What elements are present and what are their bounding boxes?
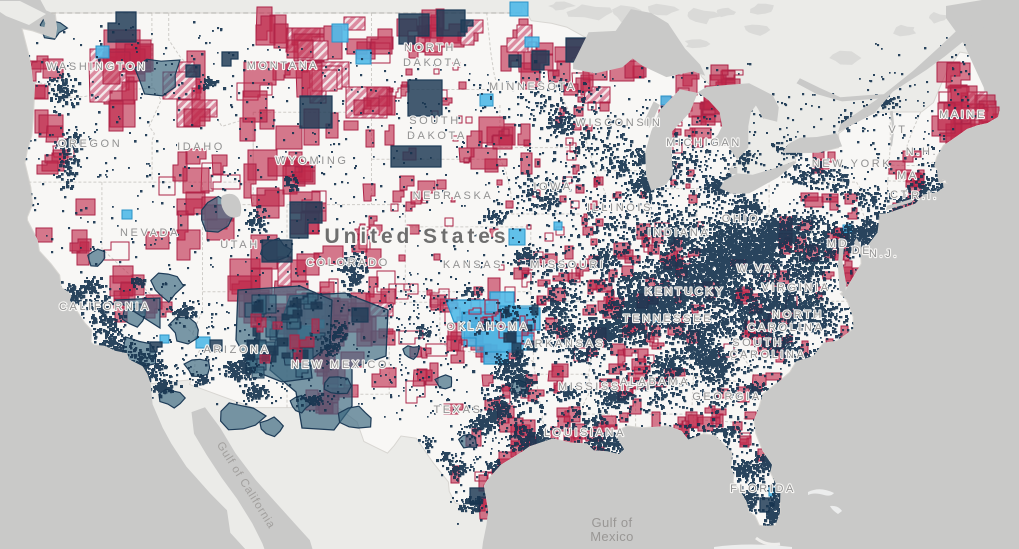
svg-text:UTAH: UTAH <box>220 239 260 251</box>
svg-text:WISCONSIN: WISCONSIN <box>576 117 663 129</box>
svg-text:COLORADO: COLORADO <box>306 257 390 269</box>
svg-text:SOUTH: SOUTH <box>732 337 784 349</box>
svg-text:MONTANA: MONTANA <box>247 60 319 72</box>
svg-text:NEVADA: NEVADA <box>120 227 180 239</box>
svg-text:ILLINOIS: ILLINOIS <box>587 202 653 214</box>
svg-text:W.VA.: W.VA. <box>737 263 780 275</box>
svg-text:NEW YORK: NEW YORK <box>812 158 893 170</box>
svg-text:CAROLINA: CAROLINA <box>729 349 806 361</box>
svg-text:DAKOTA: DAKOTA <box>407 130 467 142</box>
svg-text:CT: CT <box>890 189 910 201</box>
svg-text:CALIFORNIA: CALIFORNIA <box>59 301 151 313</box>
svg-text:ARKANSAS: ARKANSAS <box>525 338 606 350</box>
svg-text:MD: MD <box>827 238 849 250</box>
svg-text:SOUTH: SOUTH <box>409 115 461 127</box>
svg-text:ALABAMA: ALABAMA <box>620 376 690 388</box>
svg-text:OKLAHOMA: OKLAHOMA <box>446 321 529 333</box>
svg-text:United States: United States <box>325 225 510 248</box>
svg-text:N.H.: N.H. <box>906 146 938 158</box>
svg-text:MA: MA <box>897 170 919 182</box>
svg-text:NEW MEXICO: NEW MEXICO <box>291 359 389 371</box>
svg-text:NEBRASKA: NEBRASKA <box>413 190 494 202</box>
svg-text:NORTH: NORTH <box>404 42 456 54</box>
svg-text:MISSOURI: MISSOURI <box>530 259 605 271</box>
svg-text:IDAHO: IDAHO <box>177 141 225 153</box>
svg-text:WASHINGTON: WASHINGTON <box>46 61 147 73</box>
svg-text:Gulf of: Gulf of <box>591 515 632 530</box>
svg-text:OHIO: OHIO <box>722 213 761 225</box>
svg-text:NORTH: NORTH <box>772 309 824 321</box>
svg-text:GEORGIA: GEORGIA <box>692 391 762 403</box>
svg-text:DAKOTA: DAKOTA <box>403 57 463 69</box>
svg-text:OREGON: OREGON <box>58 138 123 150</box>
svg-text:VT: VT <box>888 124 907 136</box>
svg-text:VIRGINIA: VIRGINIA <box>761 282 830 294</box>
svg-text:MINNESOTA: MINNESOTA <box>489 81 577 93</box>
svg-text:KENTUCKY: KENTUCKY <box>645 286 726 298</box>
svg-text:WYOMING: WYOMING <box>275 155 348 167</box>
svg-text:R.I.: R.I. <box>911 190 939 202</box>
svg-text:TENNESSEE: TENNESSEE <box>623 313 713 325</box>
svg-text:INDIANA: INDIANA <box>648 227 711 239</box>
svg-text:N.J.: N.J. <box>869 248 899 260</box>
svg-text:MICHIGAN: MICHIGAN <box>666 137 742 149</box>
svg-text:TEXAS: TEXAS <box>433 404 482 416</box>
svg-text:Mexico: Mexico <box>590 529 634 544</box>
svg-text:KANSAS: KANSAS <box>443 259 503 271</box>
svg-text:IOWA: IOWA <box>533 181 572 193</box>
svg-text:MAINE: MAINE <box>939 109 987 121</box>
svg-text:CAROLINA: CAROLINA <box>747 322 824 334</box>
svg-text:ARIZONA: ARIZONA <box>203 344 270 356</box>
svg-text:FLORIDA: FLORIDA <box>730 483 796 495</box>
svg-text:LOUISIANA: LOUISIANA <box>544 427 626 439</box>
